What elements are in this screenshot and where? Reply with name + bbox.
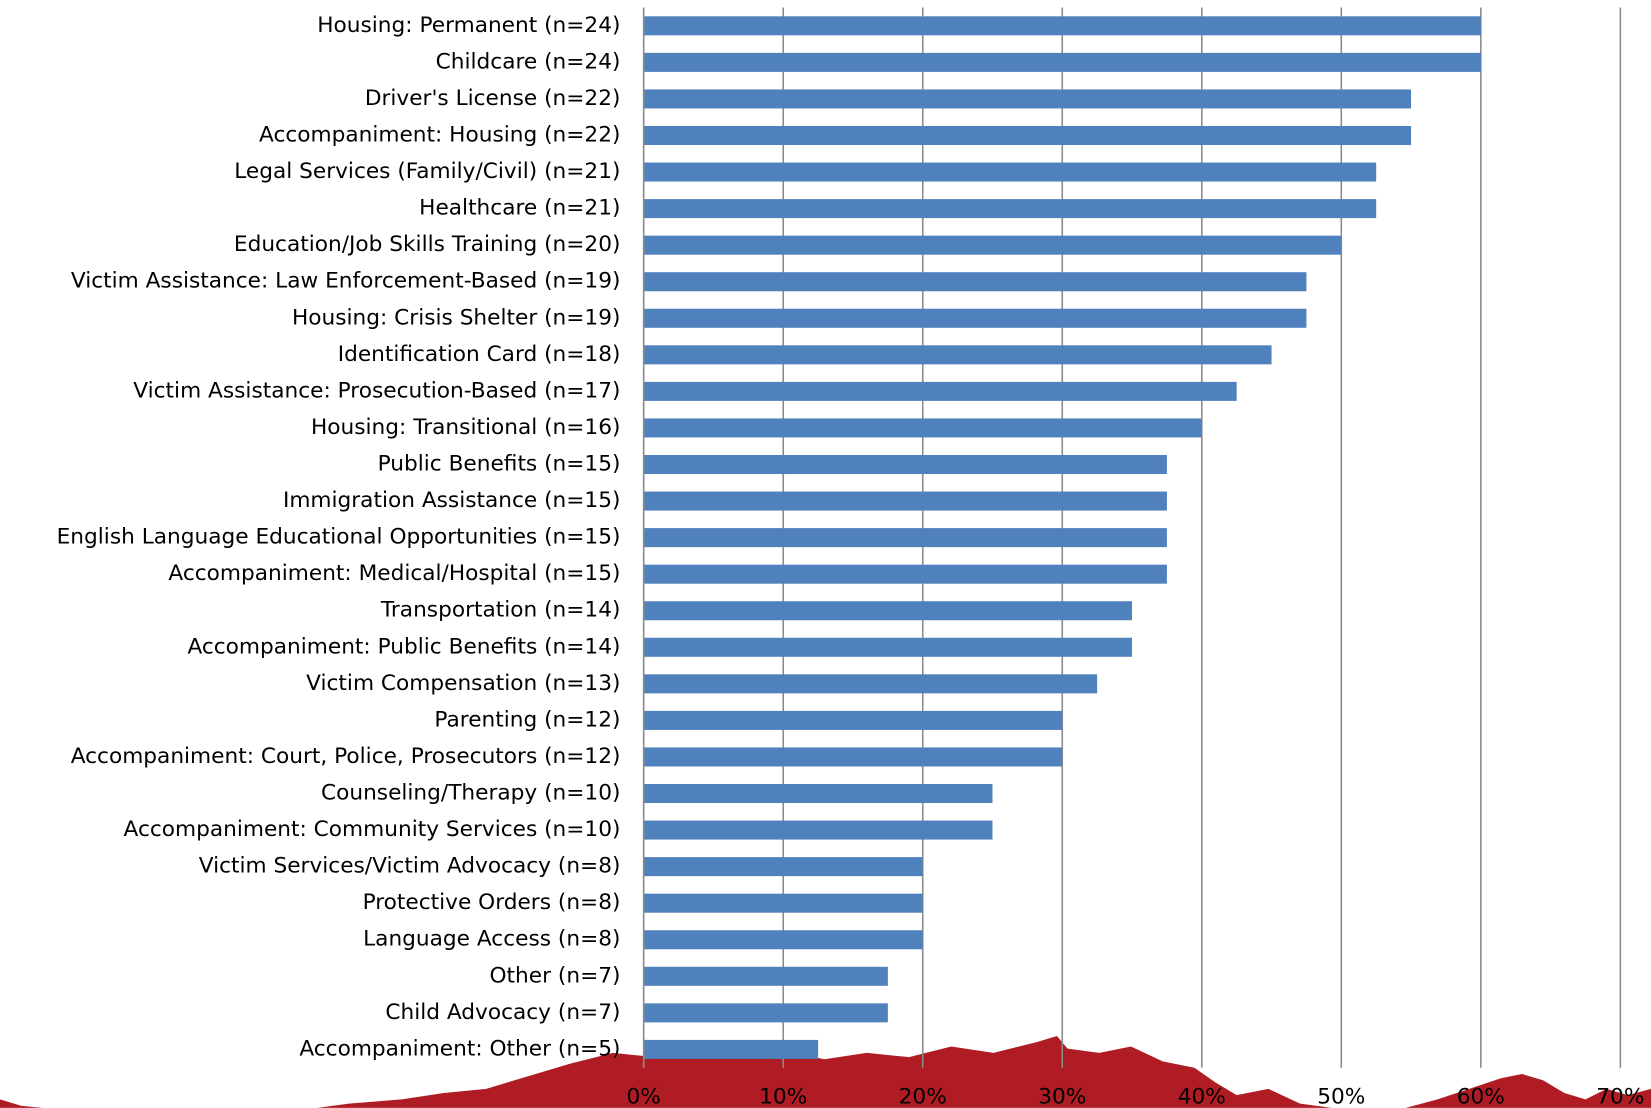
bar xyxy=(643,16,1481,36)
y-tick-label: Childcare (n=24) xyxy=(436,49,621,74)
bar xyxy=(643,235,1342,255)
y-tick-label: English Language Educational Opportuniti… xyxy=(57,525,621,550)
bar xyxy=(643,418,1202,438)
y-tick-label: Victim Assistance: Law Enforcement-Based… xyxy=(71,269,621,294)
bar xyxy=(643,820,993,840)
x-tick-label: 40% xyxy=(1178,1084,1226,1108)
bar xyxy=(643,747,1063,767)
x-tick-label: 50% xyxy=(1317,1084,1365,1108)
y-tick-label: Transportation (n=14) xyxy=(380,598,621,623)
bar xyxy=(643,528,1167,548)
y-tick-label: Accompaniment: Housing (n=22) xyxy=(259,122,620,147)
y-tick-label: Language Access (n=8) xyxy=(363,927,620,952)
x-tick-label: 70% xyxy=(1596,1084,1644,1108)
y-tick-label: Protective Orders (n=8) xyxy=(363,890,621,915)
bar xyxy=(643,710,1063,730)
y-tick-label: Victim Services/Victim Advocacy (n=8) xyxy=(199,854,621,879)
bar xyxy=(643,1003,888,1023)
bar xyxy=(643,199,1377,219)
bar xyxy=(643,125,1412,146)
x-tick-label: 0% xyxy=(627,1084,661,1108)
bar xyxy=(643,601,1133,621)
bar xyxy=(643,674,1098,694)
decoration-mountains xyxy=(0,1035,1651,1108)
x-tick-label: 30% xyxy=(1038,1084,1086,1108)
y-tick-label: Healthcare (n=21) xyxy=(419,196,620,221)
y-tick-label: Housing: Permanent (n=24) xyxy=(317,13,620,38)
bar xyxy=(643,784,993,804)
y-tick-label: Accompaniment: Community Services (n=10) xyxy=(124,817,621,842)
bar xyxy=(643,637,1133,657)
bar xyxy=(643,1039,819,1059)
x-tick-label: 60% xyxy=(1457,1084,1505,1108)
y-tick-label: Victim Assistance: Prosecution-Based (n=… xyxy=(133,378,620,403)
y-tick-label: Victim Compensation (n=13) xyxy=(306,671,620,696)
bar xyxy=(643,564,1167,584)
x-tick-label: 10% xyxy=(759,1084,807,1108)
y-tick-label: Immigration Assistance (n=15) xyxy=(283,488,621,513)
y-tick-label: Housing: Crisis Shelter (n=19) xyxy=(292,305,620,330)
y-tick-label: Public Benefits (n=15) xyxy=(378,452,621,477)
bar xyxy=(643,308,1307,328)
y-tick-label: Other (n=7) xyxy=(490,963,621,988)
bar xyxy=(643,454,1167,475)
bar xyxy=(643,52,1481,72)
y-tick-label: Parenting (n=12) xyxy=(434,707,620,732)
bar xyxy=(643,162,1377,182)
bar xyxy=(643,272,1307,292)
bar xyxy=(643,857,923,877)
y-tick-label: Education/Job Skills Training (n=20) xyxy=(234,232,621,257)
y-tick-label: Accompaniment: Medical/Hospital (n=15) xyxy=(168,561,620,586)
y-tick-label: Accompaniment: Public Benefits (n=14) xyxy=(187,634,620,659)
bar xyxy=(643,89,1412,109)
y-tick-label: Legal Services (Family/Civil) (n=21) xyxy=(234,159,620,184)
y-tick-label: Driver's License (n=22) xyxy=(365,86,621,111)
y-tick-label: Housing: Transitional (n=16) xyxy=(311,415,620,440)
y-tick-label: Accompaniment: Other (n=5) xyxy=(299,1036,620,1061)
y-tick-label: Accompaniment: Court, Police, Prosecutor… xyxy=(71,744,621,769)
bar xyxy=(643,345,1272,365)
bar xyxy=(643,930,923,950)
y-tick-label: Child Advocacy (n=7) xyxy=(385,1000,620,1025)
bar xyxy=(643,491,1167,511)
y-tick-label: Identification Card (n=18) xyxy=(338,342,621,367)
bar xyxy=(643,381,1237,401)
bar xyxy=(643,966,888,986)
bar xyxy=(643,893,923,913)
y-tick-label: Counseling/Therapy (n=10) xyxy=(321,781,620,806)
x-tick-label: 20% xyxy=(899,1084,947,1108)
